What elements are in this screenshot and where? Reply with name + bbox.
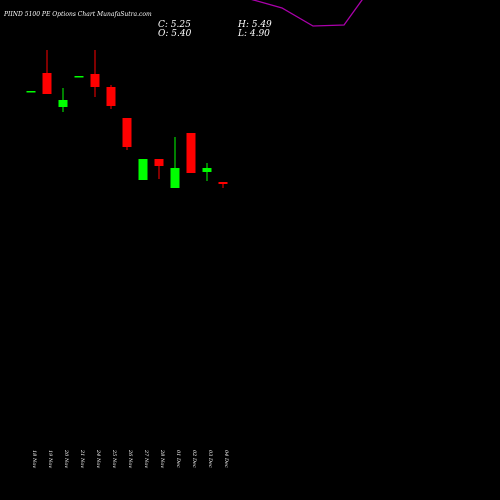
lower-indicator-line [251,0,363,27]
x-tick-label: 20 Nov [63,449,69,468]
candle-body [106,87,116,106]
candle-body [26,91,36,93]
chart-title: PIIND 5100 PE Options Chart MunafaSutra.… [3,11,152,18]
x-tick-label: 02 Dec [191,450,197,468]
candlesticks [26,50,228,188]
candle [170,137,180,188]
x-tick-label: 26 Nov [127,449,133,468]
x-axis-labels: 18 Nov 19 Nov 20 Nov 21 Nov 24 Nov 25 Nov 26 N… [31,449,229,468]
candle-body [42,73,52,94]
x-tick-label: 03 Dec [207,450,213,468]
low-value: L: 4.90 [237,29,270,39]
candle-body [74,76,84,78]
x-tick-label: 21 Nov [79,449,85,468]
candle [90,50,100,97]
candle-body [122,118,132,147]
x-tick-label: 24 Nov [95,449,101,468]
candle-body [138,159,148,180]
x-tick-label: 19 Nov [47,450,53,468]
candle [26,91,36,93]
close-value: C: 5.25 [158,20,191,30]
candle [138,159,148,180]
candle-body [154,159,164,166]
x-tick-label: 28 Nov [159,449,165,468]
open-value: O: 5.40 [158,29,192,39]
x-tick-label: 01 Dec [175,450,181,468]
candle-body [218,182,228,184]
candle-body [170,168,180,188]
candle [202,163,212,181]
candle-body [202,168,212,172]
candle [218,182,228,188]
x-tick-label: 25 Nov [111,449,117,468]
candle [186,133,196,173]
candle [58,88,68,112]
candle-body [186,133,196,173]
candle [122,118,132,150]
candle [154,159,164,179]
candle [74,76,84,78]
indicator-lines [251,0,363,27]
candle-body [90,74,100,87]
candle [106,85,116,109]
high-value: H: 5.49 [237,20,272,30]
candle [42,50,52,94]
x-tick-label: 04 Dec [223,450,229,468]
candle-body [58,100,68,107]
x-tick-label: 18 Nov [31,450,37,468]
x-tick-label: 27 Nov [143,449,149,468]
